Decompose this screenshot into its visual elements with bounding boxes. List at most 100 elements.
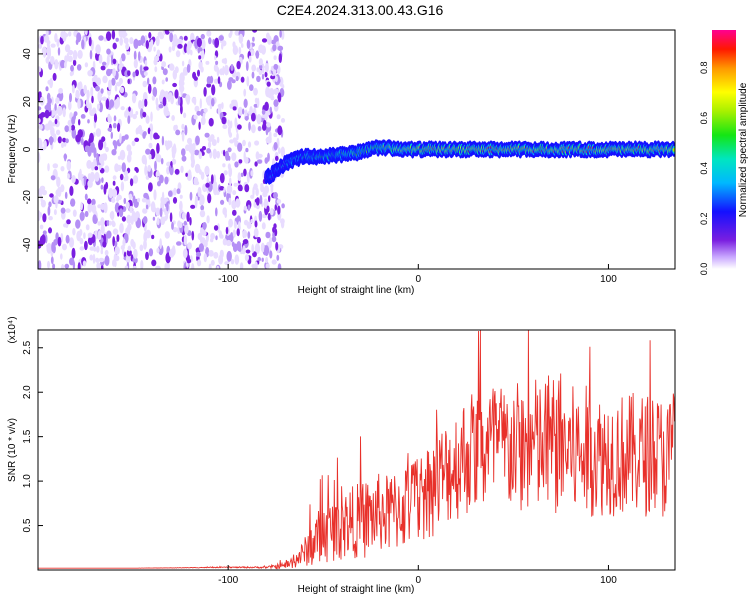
- noise-speckle: [143, 66, 149, 71]
- noise-speckle: [64, 61, 67, 69]
- noise-speckle: [114, 246, 120, 255]
- snr-x-tick-label: 0: [416, 575, 422, 586]
- noise-speckle: [168, 46, 172, 53]
- noise-speckle: [144, 165, 148, 176]
- noise-speckle: [168, 165, 172, 173]
- noise-speckle: [273, 223, 277, 230]
- noise-speckle: [181, 60, 185, 67]
- noise-speckle: [107, 115, 112, 124]
- spectrogram-x-tick-label: 0: [416, 274, 422, 285]
- noise-speckle: [261, 45, 266, 55]
- noise-speckle: [172, 69, 177, 80]
- noise-speckle: [44, 109, 50, 119]
- noise-speckle: [249, 84, 254, 91]
- noise-speckle: [144, 98, 148, 107]
- noise-speckle: [167, 93, 171, 103]
- noise-speckle: [186, 172, 192, 181]
- noise-speckle: [221, 42, 224, 50]
- noise-speckle: [84, 210, 89, 218]
- noise-speckle: [213, 251, 219, 259]
- noise-speckle: [38, 118, 41, 124]
- noise-speckle: [179, 72, 185, 83]
- noise-speckle: [68, 123, 72, 133]
- noise-speckle: [270, 207, 274, 216]
- noise-speckle: [100, 249, 104, 255]
- noise-speckle: [40, 112, 46, 118]
- noise-speckle: [193, 149, 200, 156]
- noise-speckle: [238, 33, 244, 44]
- noise-speckle: [266, 139, 272, 144]
- noise-speckle: [254, 140, 260, 146]
- noise-speckle: [155, 97, 159, 107]
- noise-speckle: [86, 97, 90, 109]
- noise-speckle: [125, 42, 130, 51]
- noise-speckle: [54, 59, 59, 70]
- noise-speckle: [280, 220, 285, 229]
- noise-speckle: [126, 249, 132, 257]
- noise-speckle: [64, 44, 71, 53]
- noise-speckle: [257, 126, 262, 132]
- noise-speckle: [248, 55, 252, 63]
- noise-speckle: [259, 64, 263, 70]
- noise-speckle: [173, 143, 177, 154]
- noise-speckle: [77, 49, 83, 59]
- noise-speckle: [208, 117, 214, 127]
- spectrogram-x-tick-label: -100: [218, 274, 238, 285]
- noise-speckle: [41, 46, 47, 56]
- noise-speckle: [148, 142, 153, 149]
- noise-speckle: [53, 195, 59, 204]
- noise-speckle: [182, 66, 189, 76]
- noise-speckle: [162, 96, 167, 107]
- noise-speckle: [210, 259, 215, 266]
- noise-speckle: [50, 122, 56, 127]
- noise-speckle: [242, 239, 249, 245]
- noise-speckle: [271, 39, 276, 45]
- noise-speckle: [183, 234, 188, 246]
- noise-speckle: [90, 141, 95, 153]
- noise-speckle: [276, 254, 280, 261]
- noise-speckle: [200, 48, 205, 60]
- noise-speckle: [264, 157, 269, 164]
- noise-speckle: [112, 236, 116, 247]
- noise-speckle: [161, 79, 165, 85]
- noise-speckle: [216, 190, 220, 196]
- noise-speckle: [213, 225, 219, 231]
- noise-speckle: [135, 111, 139, 115]
- noise-speckle: [176, 241, 182, 246]
- noise-speckle: [232, 45, 239, 56]
- noise-speckle: [70, 124, 76, 131]
- noise-speckle: [223, 170, 228, 176]
- noise-speckle: [154, 66, 158, 73]
- noise-speckle: [254, 161, 258, 167]
- noise-speckle: [191, 263, 195, 269]
- noise-speckle: [38, 260, 42, 269]
- noise-speckle: [46, 101, 51, 110]
- noise-speckle: [85, 224, 90, 231]
- noise-speckle: [38, 152, 41, 163]
- noise-speckle: [208, 250, 214, 257]
- noise-speckle: [171, 115, 175, 121]
- noise-speckle: [169, 212, 173, 223]
- noise-speckle: [231, 241, 235, 247]
- noise-speckle: [60, 59, 66, 69]
- noise-speckle: [111, 197, 116, 203]
- noise-speckle: [116, 96, 120, 107]
- noise-speckle: [164, 207, 167, 216]
- snr-x-axis-label: Height of straight line (km): [298, 584, 415, 595]
- noise-speckle: [47, 205, 51, 216]
- noise-speckle: [111, 149, 117, 156]
- noise-speckle: [113, 140, 118, 151]
- noise-speckle: [177, 96, 181, 106]
- noise-speckle: [77, 98, 81, 110]
- noise-speckle: [133, 50, 137, 61]
- noise-speckle: [79, 168, 82, 177]
- noise-speckle: [79, 229, 83, 236]
- noise-speckle: [50, 55, 55, 65]
- noise-speckle: [132, 265, 137, 269]
- noise-speckle: [112, 68, 116, 77]
- noise-speckle: [247, 231, 251, 239]
- noise-speckle: [132, 113, 138, 120]
- noise-speckle: [64, 125, 70, 133]
- noise-speckle: [243, 219, 249, 226]
- noise-speckle: [198, 151, 203, 160]
